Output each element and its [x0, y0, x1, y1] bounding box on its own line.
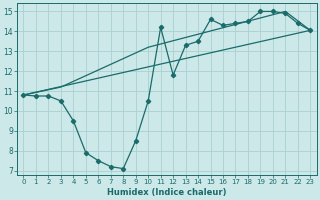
X-axis label: Humidex (Indice chaleur): Humidex (Indice chaleur)	[107, 188, 227, 197]
